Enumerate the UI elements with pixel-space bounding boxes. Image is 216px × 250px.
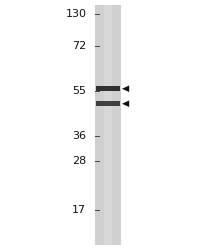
Text: 17: 17	[72, 205, 86, 215]
Polygon shape	[122, 86, 129, 92]
Text: 130: 130	[65, 9, 86, 19]
Bar	[96, 101, 120, 106]
Bar	[104, 5, 112, 245]
Text: 36: 36	[72, 131, 86, 141]
Text: 55: 55	[72, 86, 86, 96]
Polygon shape	[122, 100, 129, 107]
Text: 72: 72	[72, 41, 86, 51]
Bar	[95, 5, 121, 245]
Bar	[96, 86, 120, 91]
Text: 28: 28	[72, 156, 86, 166]
